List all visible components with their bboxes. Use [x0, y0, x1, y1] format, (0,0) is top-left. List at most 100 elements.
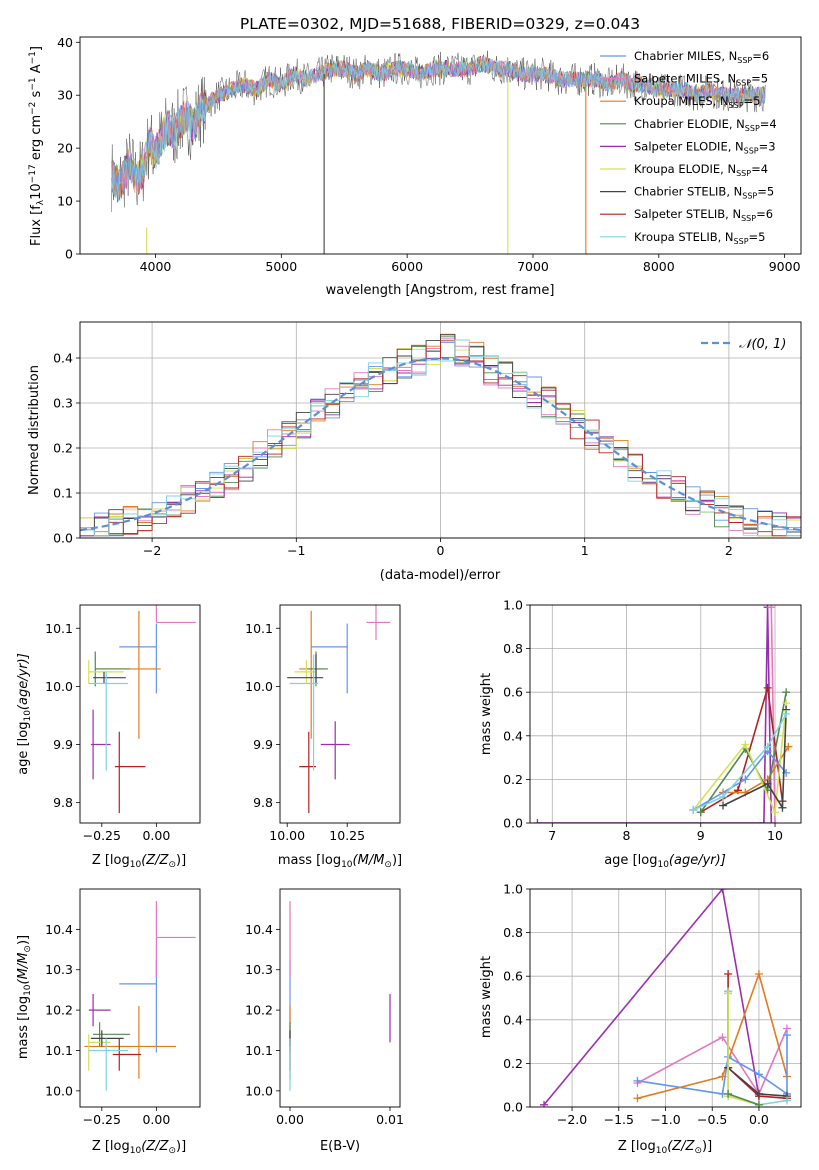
- age-z-xticklabel-0: −0.25: [83, 828, 121, 843]
- weight-z-marker-4-1: [782, 1031, 791, 1040]
- weight-age-line-5: [692, 703, 787, 816]
- weight-vs-metallicity-panel: Z [log10(Z/Z⊙)] mass weight −2.0 −1.5 −1.0…: [479, 882, 802, 1156]
- spectrum-legend-label-7: Salpeter STELIB, NSSP=6: [634, 207, 773, 223]
- weight-z-marker-1-1: [718, 1033, 727, 1042]
- age-z-yticklabel-2: 10.0: [45, 679, 73, 694]
- weight-age-marker-0-1: [759, 819, 768, 823]
- mass-ebv-xticklabel-0: 0.00: [276, 1112, 304, 1127]
- spectrum-xticklabel-5: 9000: [769, 259, 801, 274]
- age-mass-yticklabel-2: 10.0: [245, 679, 273, 694]
- mass-z-yticklabel-4: 10.4: [45, 922, 73, 937]
- age-vs-metallicity-panel: Z [log10(Z/Z⊙)] age [log10(age/yr)] −0.2…: [16, 604, 201, 870]
- residual-steps: [80, 333, 801, 537]
- residual-gaussian-curve: [80, 357, 801, 532]
- weight-z-xlabel: Z [log10(Z/Z⊙)]: [618, 1139, 712, 1156]
- residual-xticklabel-1: −1: [287, 543, 305, 558]
- mass-ebv-frame: [279, 888, 401, 1108]
- spectrum-legend-label-6: Chabrier STELIB, NSSP=5: [634, 185, 774, 201]
- residual-ylabel: Normed distribution: [27, 365, 42, 495]
- mass-ebv-yticklabel-4: 10.4: [245, 922, 273, 937]
- weight-age-yticklabel-2: 0.4: [503, 728, 523, 743]
- mass-ebv-xticklabel-1: 0.01: [376, 1112, 404, 1127]
- residual-hist-c6: [80, 333, 801, 533]
- residual-xticklabel-3: 1: [581, 543, 589, 558]
- weight-age-line-6: [692, 749, 787, 811]
- spectrum-legend-label-0: Chabrier MILES, NSSP=6: [634, 49, 769, 65]
- spectrum-legend-label-2: Kroupa MILES, NSSP=5: [634, 94, 760, 110]
- weight-z-line-0: [543, 889, 760, 1106]
- weight-z-ylabel: mass weight: [479, 956, 494, 1038]
- spectrum-lines: [111, 50, 766, 254]
- weight-age-yticklabel-1: 0.2: [503, 772, 523, 787]
- mass-z-yticklabel-1: 10.1: [45, 1043, 73, 1058]
- age-z-yticklabel-0: 9.8: [53, 795, 73, 810]
- weight-age-xlabel: age [log10(age/yr)]: [604, 853, 726, 870]
- spectrum-legend-label-3: Chabrier ELODIE, NSSP=4: [634, 117, 777, 133]
- spectrum-xlabel: wavelength [Angstrom, rest frame]: [326, 283, 555, 298]
- weight-z-yticklabel-5: 1.0: [503, 882, 523, 897]
- spectrum-series-c8: [111, 57, 766, 202]
- weight-age-xticklabel-3: 10: [767, 828, 783, 843]
- age-mass-marks: [287, 605, 391, 814]
- mass-ebv-yticklabel-2: 10.2: [245, 1003, 273, 1018]
- mass-z-marks: [84, 901, 196, 1091]
- weight-z-line-1: [637, 1028, 788, 1096]
- weight-age-marker-7-0: [719, 801, 728, 810]
- weight-z-yticklabel-2: 0.4: [503, 1012, 523, 1027]
- spectrum-yticklabel-0: 0: [65, 247, 73, 262]
- residual-yticklabel-3: 0.3: [53, 396, 73, 411]
- mass-ebv-marks: [289, 901, 391, 1091]
- weight-age-marker-0-0: [533, 819, 542, 823]
- mass-z-yticklabel-0: 10.0: [45, 1083, 73, 1098]
- weight-age-marker-8-2: [763, 742, 772, 751]
- weight-z-line-9: [727, 1093, 760, 1106]
- residual-xticklabel-2: 0: [437, 543, 445, 558]
- spectrum-yticklabel-4: 40: [57, 35, 73, 50]
- age-ylabel: age [log10(age/yr)]: [16, 653, 33, 775]
- age-z-frame: [79, 604, 201, 824]
- age-mass-yticklabel-3: 10.1: [245, 621, 273, 636]
- weight-vs-age-panel: age [log10(age/yr)] mass weight 7 8 9 10 0.0…: [479, 598, 802, 870]
- weight-z-yticklabel-4: 0.8: [503, 925, 523, 940]
- weight-z-xticklabel-4: 0.0: [749, 1112, 769, 1127]
- weight-age-marker-7-2: [778, 803, 787, 812]
- age-z-xlabel: Z [log10(Z/Z⊙)]: [92, 853, 186, 870]
- residual-yticklabel-2: 0.2: [53, 441, 73, 456]
- spectrum-ylabel: Flux [fλ10−17 erg cm−2 s−1 A−1]: [28, 46, 46, 246]
- age-mass-xticklabel-0: 10.00: [269, 828, 305, 843]
- residual-frame: [79, 321, 802, 539]
- weight-z-xticklabel-2: −1.0: [650, 1112, 680, 1127]
- weight-age-ylabel: mass weight: [479, 673, 494, 755]
- weight-z-marker-9-0: [724, 1089, 733, 1098]
- mass-z-frame: [79, 888, 201, 1108]
- weight-age-yticklabel-4: 0.8: [503, 641, 523, 656]
- age-mass-xlabel: mass [log10(M/M⊙)]: [278, 853, 402, 870]
- weight-age-marker-0-3: [767, 819, 776, 823]
- mass-z-yticklabel-2: 10.2: [45, 1003, 73, 1018]
- spectrum-yticklabel-1: 10: [57, 194, 73, 209]
- weight-z-marker-9-1: [754, 1100, 763, 1107]
- age-z-marks: [88, 605, 196, 814]
- weight-z-marker-6-2: [754, 1089, 763, 1098]
- weight-age-marker-8-3: [782, 710, 791, 718]
- mass-ebv-yticklabel-3: 10.3: [245, 962, 273, 977]
- spectrum-legend-label-8: Kroupa STELIB, NSSP=5: [634, 230, 765, 246]
- mass-z-xticklabel-0: −0.25: [83, 1112, 121, 1127]
- spectrum-xticklabel-4: 8000: [643, 259, 675, 274]
- mass-vs-metallicity-panel: Z [log10(Z/Z⊙)] mass [log10(M/M⊙)] −0.25…: [16, 888, 201, 1156]
- mass-z-xticklabel-1: 0.00: [142, 1112, 170, 1127]
- weight-z-marks: [540, 889, 791, 1107]
- age-z-yticklabel-3: 10.1: [45, 621, 73, 636]
- weight-age-marker-1-1: [771, 819, 780, 823]
- weight-z-marker-8-0: [724, 989, 733, 998]
- weight-z-frame: [529, 888, 802, 1108]
- mass-ebv-yticklabel-1: 10.1: [245, 1043, 273, 1058]
- weight-age-marker-3-3: [784, 742, 793, 751]
- weight-z-marker-2-2: [754, 970, 763, 979]
- weight-age-line-2: [700, 687, 784, 813]
- age-z-xticklabel-1: 0.00: [142, 828, 170, 843]
- residual-yticklabel-0: 0.0: [53, 531, 73, 546]
- mass-ebv-yticklabel-0: 10.0: [245, 1083, 273, 1098]
- weight-z-yticklabel-0: 0.0: [503, 1100, 523, 1115]
- weight-age-marker-6-1: [741, 775, 750, 784]
